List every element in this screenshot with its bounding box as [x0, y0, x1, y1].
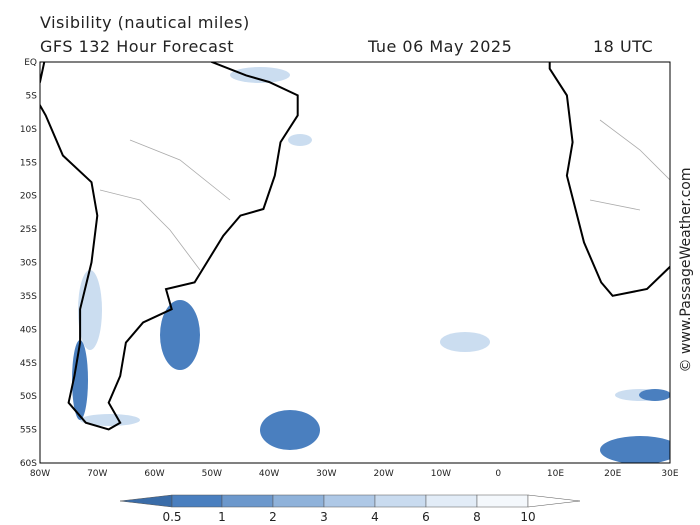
lat-label: 60S: [20, 459, 37, 469]
colorbar-label: 8: [473, 510, 481, 524]
lon-label: 0: [495, 469, 501, 479]
lat-label: 5S: [26, 91, 38, 101]
lat-label: 20S: [20, 192, 37, 202]
colorbar-label: 1: [218, 510, 226, 524]
lon-label: 50W: [202, 469, 222, 479]
lon-label: 40W: [259, 469, 279, 479]
watermark: © www.PassageWeather.com: [678, 167, 694, 372]
lat-label: 55S: [20, 426, 37, 436]
lon-label: 20W: [373, 469, 393, 479]
lat-label: 35S: [20, 292, 37, 302]
lat-label: 15S: [20, 158, 37, 168]
lat-label: 50S: [20, 392, 37, 402]
lon-label: 30E: [661, 469, 678, 479]
lat-label: 30S: [20, 259, 37, 269]
lon-label: 20E: [604, 469, 621, 479]
lat-label: 45S: [20, 359, 37, 369]
colorbar-label: 0.5: [162, 510, 181, 524]
lat-label: 10S: [20, 125, 37, 135]
subtitle: GFS 132 Hour Forecast: [40, 37, 234, 56]
lon-label: 80W: [30, 469, 50, 479]
lat-label: 25S: [20, 225, 37, 235]
colorbar: [119, 494, 581, 508]
colorbar-label: 2: [269, 510, 277, 524]
title: Visibility (nautical miles): [40, 13, 250, 32]
lon-label: 10E: [547, 469, 564, 479]
time: 18 UTC: [593, 37, 653, 56]
lat-label: EQ: [24, 58, 37, 68]
colorbar-label: 4: [371, 510, 379, 524]
colorbar-label: 6: [422, 510, 430, 524]
colorbar-label: 10: [520, 510, 535, 524]
map-area: [40, 62, 670, 463]
lon-label: 60W: [144, 469, 164, 479]
lon-label: 70W: [87, 469, 107, 479]
lon-label: 30W: [316, 469, 336, 479]
lat-label: 40S: [20, 325, 37, 335]
lon-label: 10W: [431, 469, 451, 479]
colorbar-label: 3: [320, 510, 328, 524]
date: Tue 06 May 2025: [367, 37, 512, 56]
